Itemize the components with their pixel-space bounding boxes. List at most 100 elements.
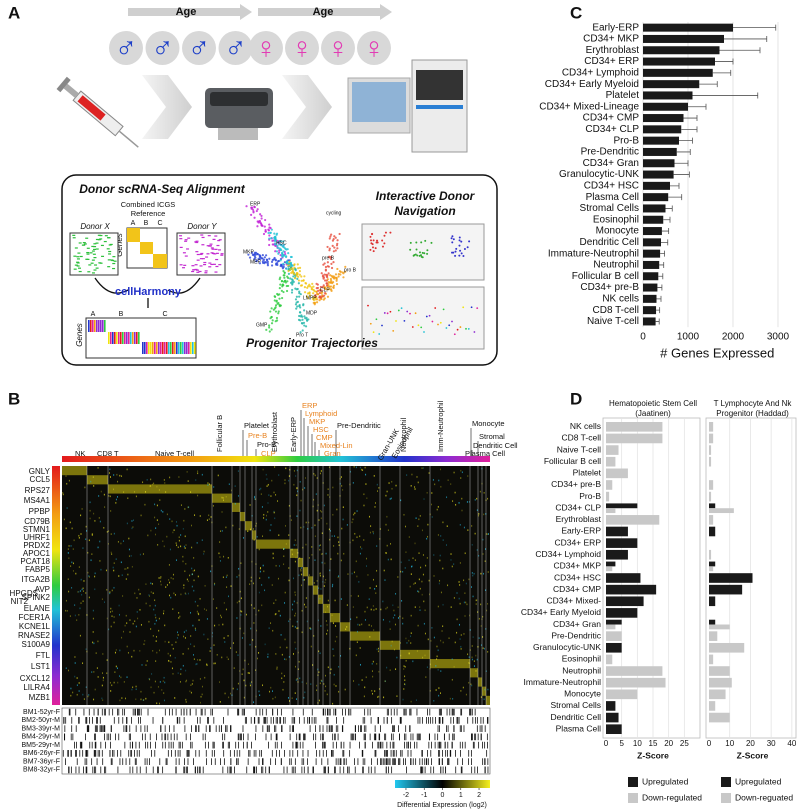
expression-cell [186,578,188,581]
expression-cell [149,604,151,607]
expression-cell [234,485,236,487]
expression-cell [183,631,185,633]
expression-cell [294,539,296,541]
expression-cell [386,515,388,518]
expression-cell [194,514,196,516]
expression-cell [283,548,285,550]
bar [606,619,622,625]
result-stripe [100,320,102,332]
expression-cell [301,631,303,634]
expression-cell [364,619,366,621]
expression-cell [168,579,170,581]
expression-cell [82,590,84,592]
expression-cell [376,483,378,486]
expression-cell [378,670,380,673]
expression-cell [471,586,473,588]
expression-cell [341,527,343,530]
gene-label: LILRA4 [23,683,50,692]
expression-cell [239,670,241,672]
expression-cell [368,515,370,518]
expression-cell [276,668,278,670]
expression-cell [424,654,426,657]
x-tick-label: 20 [746,739,755,748]
trajectory-cell [271,243,274,246]
expression-cell [320,517,322,520]
screenshot-dot [459,326,462,328]
expression-cell [467,653,469,656]
expression-cell [380,608,382,611]
expression-cell [296,627,298,630]
expression-cell [440,670,442,672]
expression-cell [135,495,137,498]
expression-cell [327,488,329,491]
trajectory-cell [265,258,268,261]
trajectory-cell [270,228,273,231]
screenshot-dot [376,239,379,242]
category-label: NK cells [602,293,639,304]
screenshot-dot [456,328,459,331]
expression-cell [422,656,424,659]
expression-cell [253,538,255,541]
expression-cell [434,483,436,486]
trajectory-cell [289,262,293,266]
trajectory-cell [277,310,280,313]
expression-cell [422,554,424,556]
expression-cell [300,499,302,502]
expression-cell [238,567,240,570]
expression-cell [272,557,274,559]
expression-cell [195,479,197,481]
expression-cell [314,559,316,562]
error-bar [665,205,673,212]
trajectory-cell [255,251,258,254]
screenshot-dot [462,306,465,309]
expression-cell [111,610,113,613]
cluster-strip [62,456,490,462]
trajectory-cell [303,275,306,278]
trajectory-cell [278,293,281,296]
screenshot-dot [437,323,439,326]
trajectory-cell [339,270,342,274]
result-stripe [188,342,190,354]
expression-block [232,502,240,512]
cluster-label: Pre-Dendritic [337,421,381,430]
screenshot-dot [451,320,453,323]
expression-cell [263,517,265,519]
expression-cell [337,552,339,555]
category-label: CD34+ CLP [555,502,601,512]
trajectory-cell [279,283,282,286]
expression-cell [363,695,365,698]
expression-cell [249,583,251,585]
bar [606,456,616,467]
expression-cell [442,625,444,628]
syringe-grip [56,76,71,93]
expression-cell [476,658,478,661]
bar [606,445,619,455]
legend-label: Down-regulated [642,792,702,802]
expression-cell [413,583,415,585]
category-label: CD8 T-cell [561,433,601,443]
donor-label: BM4-29yr-M [21,734,60,741]
expression-cell [208,483,210,486]
expression-cell [433,699,435,702]
screenshot-dot [454,254,457,257]
female-symbol: ♀ [291,32,314,65]
trajectory-cell [245,205,248,208]
colorbar-tick-label: -2 [403,792,409,799]
trajectory-cell [270,315,273,319]
expression-cell [135,698,137,701]
trajectory-cell [256,225,259,228]
bar [643,170,674,179]
trajectory-cell [271,319,274,322]
expression-cell [327,599,329,602]
expression-cell [375,502,377,504]
trajectory-cell [282,284,285,287]
trajectory-cell [274,310,278,313]
category-label: CD8 T-cell [593,305,640,316]
expression-cell [113,616,115,618]
age-label: Age [313,6,334,18]
trajectory-cell [321,275,325,278]
expression-cell [191,683,193,685]
expression-cell [217,474,219,477]
expression-cell [258,591,260,594]
expression-cell [464,592,466,595]
